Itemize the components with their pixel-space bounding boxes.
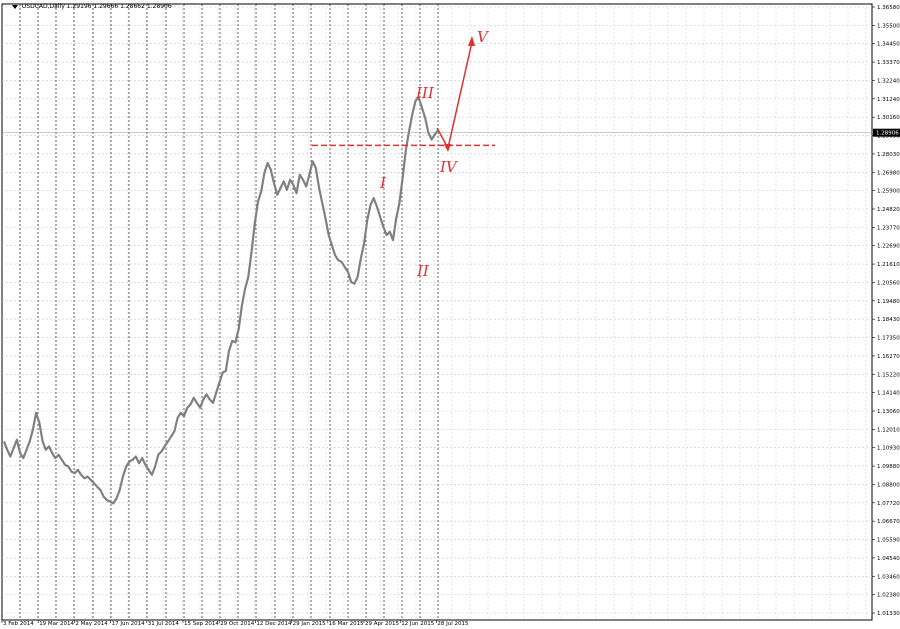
- price-scale-label: 1.02380: [877, 593, 900, 599]
- time-axis-label: 31 Jul 2014: [148, 621, 180, 627]
- price-scale-label: 1.24820: [877, 207, 900, 213]
- time-axis-label: 17 Jun 2014: [112, 621, 146, 627]
- price-scale-label: 1.26980: [877, 170, 900, 176]
- price-scale-label: 1.15220: [877, 372, 900, 378]
- chart-header: USDCAD,Daily 1.29196 1.29666 1.28662 1.2…: [12, 3, 172, 10]
- price-scale-label: 1.18430: [877, 317, 900, 323]
- time-axis-label: 19 Mar 2014: [39, 621, 74, 627]
- price-scale-label: 1.14140: [877, 391, 900, 397]
- price-scale-label: 1.19480: [877, 299, 900, 305]
- dropdown-triangle-icon[interactable]: [12, 4, 18, 9]
- wave-label: V: [477, 28, 490, 46]
- ohlc-values: 1.29196 1.29666 1.28662 1.28906: [66, 3, 172, 10]
- price-scale-label: 1.06670: [877, 519, 900, 525]
- time-axis-label: 29 Jan 2015: [293, 621, 326, 627]
- price-scale-label: 1.13060: [877, 409, 900, 415]
- price-scale-label: 1.17350: [877, 336, 900, 342]
- price-scale-label: 1.34450: [877, 42, 900, 48]
- arrowhead-down: [444, 144, 451, 152]
- current-price-label: 1.28906: [876, 131, 899, 137]
- wave-label: II: [416, 262, 430, 280]
- price-scale-label: 1.12010: [877, 427, 900, 433]
- time-axis-label: 2 May 2014: [75, 621, 108, 627]
- price-scale-label: 1.01330: [877, 611, 900, 617]
- time-axis-label: 16 Mar 2015: [329, 621, 364, 627]
- time-axis-label: 12 Jun 2015: [401, 621, 435, 627]
- price-scale-label: 1.36580: [877, 5, 900, 11]
- price-scale-label: 1.31240: [877, 97, 900, 103]
- wave-up-arrow: [447, 41, 473, 149]
- time-axis-label: 29 Oct 2014: [220, 621, 255, 627]
- price-series-line: [2, 96, 439, 505]
- price-scale-label: 1.33370: [877, 60, 900, 66]
- price-scale-label: 1.35500: [877, 23, 900, 29]
- price-scale-label: 1.08800: [877, 482, 900, 488]
- plot-frame: [1, 3, 873, 621]
- time-axis-label: 15 Sep 2014: [184, 621, 219, 627]
- time-axis-label: 3 Feb 2014: [3, 621, 34, 627]
- current-price-tag: [873, 128, 900, 137]
- wave-label: III: [415, 84, 435, 102]
- price-scale-label: 1.28030: [877, 152, 900, 158]
- wave-label: I: [379, 174, 387, 192]
- price-scale-label: 1.07720: [877, 501, 900, 507]
- time-axis-label: 28 Jul 2015: [437, 621, 469, 627]
- price-scale-label: 1.32240: [877, 78, 900, 84]
- price-scale-label: 1.10930: [877, 446, 900, 452]
- time-axis-label: 12 Dec 2014: [256, 621, 292, 627]
- arrowhead-up: [468, 36, 475, 46]
- price-scale-label: 1.23770: [877, 225, 900, 231]
- price-scale-label: 1.20560: [877, 280, 900, 286]
- price-scale-label: 1.09880: [877, 464, 900, 470]
- price-scale-label: 1.22690: [877, 244, 900, 250]
- price-scale-label: 1.03460: [877, 574, 900, 580]
- price-scale-label: 1.16270: [877, 354, 900, 360]
- price-scale-label: 1.30160: [877, 115, 900, 121]
- time-axis-label: 29 Apr 2015: [365, 621, 400, 627]
- price-scale-label: 1.25900: [877, 189, 900, 195]
- price-scale-label: 1.05590: [877, 538, 900, 544]
- wave-label: IV: [439, 158, 459, 176]
- price-scale-label: 1.21610: [877, 262, 900, 268]
- symbol-label: USDCAD,Daily: [21, 3, 65, 10]
- price-scale-label: 1.04540: [877, 556, 900, 562]
